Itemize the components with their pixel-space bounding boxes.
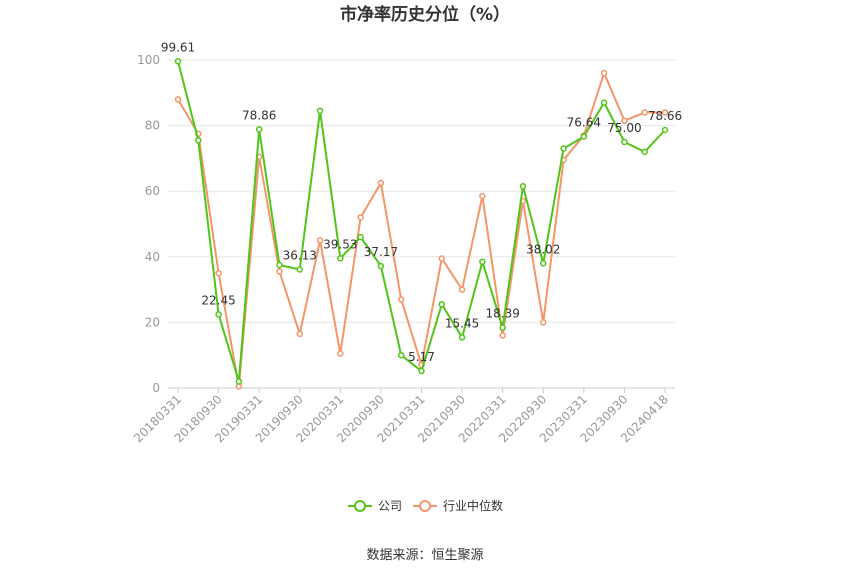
series-0-point[interactable] (397, 351, 405, 359)
series-1-point[interactable] (438, 255, 446, 262)
series-1-point[interactable] (641, 109, 648, 116)
data-label: 18.39 (485, 307, 519, 321)
series-0-point[interactable] (479, 258, 486, 265)
series-1-point[interactable] (276, 268, 283, 275)
y-tick-label: 20 (145, 315, 160, 329)
series-0-point[interactable] (519, 183, 527, 190)
series-0-point[interactable] (276, 261, 283, 269)
series-1-point[interactable] (337, 350, 344, 357)
series-0-point[interactable] (174, 58, 182, 65)
series-1-point[interactable] (174, 96, 182, 103)
series-1-point[interactable] (661, 109, 669, 116)
data-label: 37.17 (364, 245, 398, 259)
series-1-point[interactable] (215, 269, 222, 277)
series-0-point[interactable] (580, 133, 588, 140)
legend-item-company[interactable]: 公司 (348, 499, 402, 513)
legend-industry-marker (419, 500, 431, 512)
series-0-point[interactable] (357, 233, 364, 241)
legend[interactable]: 公司 行业中位数 (348, 498, 503, 513)
y-tick-label: 80 (145, 119, 160, 133)
data-label: 78.66 (648, 109, 682, 123)
legend-company-label: 公司 (378, 499, 402, 513)
series-1-point[interactable] (296, 330, 303, 338)
data-label: 76.64 (567, 116, 601, 130)
series-1-point[interactable] (479, 192, 486, 200)
series-0-point[interactable] (499, 324, 506, 331)
series-0-point[interactable] (195, 137, 202, 144)
data-label: 5.17 (408, 350, 435, 364)
data-label: 22.45 (201, 293, 235, 307)
x-axis: 2018033120180930201903312019093020200331… (131, 388, 671, 445)
series-0-point[interactable] (377, 262, 385, 270)
series-0-point[interactable] (661, 126, 669, 134)
data-label: 38.02 (526, 242, 560, 256)
series-0-point[interactable] (296, 266, 303, 273)
series-0-point[interactable] (540, 260, 547, 267)
grid (168, 59, 675, 389)
data-labels: 99.61 22.45 78.86 36.13 39.53 37.17 5.17 15.45 1… (161, 40, 682, 364)
data-label: 39.53 (323, 237, 357, 251)
legend-industry-label: 行业中位数 (443, 498, 503, 513)
series-1-point[interactable] (540, 319, 547, 326)
series-1-point[interactable] (316, 237, 324, 244)
series-0-point[interactable] (215, 311, 222, 318)
series-0-point[interactable] (418, 367, 425, 375)
y-axis: 0 20 40 60 80 100 (137, 53, 160, 395)
data-label: 78.86 (242, 108, 276, 122)
y-tick-label: 0 (152, 381, 160, 395)
series-0-point[interactable] (316, 107, 324, 115)
series-0-point[interactable] (337, 255, 344, 262)
data-label: 99.61 (161, 40, 195, 54)
data-label: 75.00 (607, 121, 641, 135)
series-1-point[interactable] (600, 69, 608, 77)
legend-company-marker (354, 500, 366, 512)
series-0-point[interactable] (621, 138, 628, 146)
series-0-point[interactable] (560, 145, 567, 152)
data-label: 15.45 (445, 316, 479, 330)
series-1-point[interactable] (499, 332, 506, 339)
series-0-point[interactable] (255, 126, 263, 133)
series-0-point[interactable] (458, 334, 466, 341)
y-tick-label: 100 (137, 53, 160, 67)
series-1-point[interactable] (621, 117, 628, 124)
series-0-point[interactable] (235, 378, 243, 385)
series-0-point[interactable] (600, 99, 608, 106)
series-0-point[interactable] (438, 301, 446, 308)
y-tick-label: 40 (145, 250, 160, 264)
legend-item-industry-median[interactable]: 行业中位数 (413, 498, 503, 513)
y-tick-label: 60 (145, 184, 160, 198)
series-1-point[interactable] (377, 179, 385, 187)
chart-title: 市净率历史分位（%） (340, 4, 510, 25)
series-1-point[interactable] (397, 296, 405, 303)
series-1-point[interactable] (458, 286, 466, 293)
series-1-point[interactable] (357, 214, 364, 221)
series-0-point[interactable] (641, 148, 648, 156)
data-source: 数据来源：恒生聚源 (366, 548, 483, 563)
data-label: 36.13 (283, 248, 317, 262)
series-layer (174, 58, 669, 390)
